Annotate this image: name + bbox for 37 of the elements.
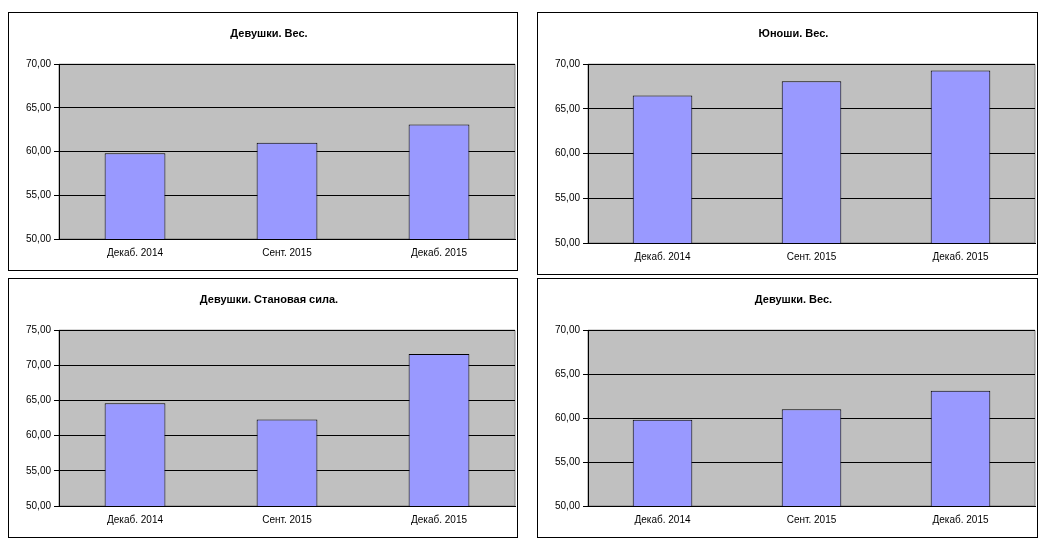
x-tick-label: Декаб. 2015 bbox=[932, 250, 989, 262]
chart-title: Девушки. Становая сила. bbox=[199, 292, 339, 305]
chart-title: Юноши. Вес. bbox=[758, 26, 829, 39]
x-tick-label: Декаб. 2014 bbox=[634, 513, 691, 525]
y-tick-label: 60,00 bbox=[554, 147, 581, 159]
y-tick-label: 55,00 bbox=[554, 455, 581, 467]
x-tick-label: Декаб. 2015 bbox=[932, 513, 989, 525]
x-tick-label: Декаб. 2014 bbox=[634, 250, 691, 262]
y-tick-label: 70,00 bbox=[25, 57, 52, 69]
y-tick-label: 55,00 bbox=[554, 192, 581, 204]
chart-title: Девушки. Вес. bbox=[754, 292, 833, 305]
y-tick-label: 65,00 bbox=[25, 101, 52, 113]
y-tick-label: 60,00 bbox=[25, 429, 52, 441]
x-tick-label: Сент. 2015 bbox=[262, 246, 313, 258]
x-tick-label: Сент. 2015 bbox=[262, 513, 313, 525]
y-tick-label: 70,00 bbox=[554, 323, 581, 335]
y-tick-label: 50,00 bbox=[25, 499, 52, 511]
y-tick-label: 70,00 bbox=[554, 57, 581, 69]
x-tick-label: Декаб. 2014 bbox=[107, 513, 164, 525]
y-tick-label: 55,00 bbox=[25, 189, 52, 201]
x-tick-label: Декаб. 2015 bbox=[410, 513, 468, 525]
y-tick-label: 50,00 bbox=[25, 232, 52, 244]
y-tick-label: 75,00 bbox=[25, 323, 52, 335]
chart-title: Девушки. Вес. bbox=[230, 26, 308, 39]
y-tick-label: 65,00 bbox=[25, 394, 52, 406]
x-tick-label: Декаб. 2014 bbox=[107, 246, 164, 258]
y-tick-label: 55,00 bbox=[25, 464, 52, 476]
y-tick-label: 65,00 bbox=[554, 367, 581, 379]
y-tick-label: 65,00 bbox=[554, 102, 581, 114]
x-tick-label: Сент. 2015 bbox=[786, 513, 837, 525]
y-tick-label: 50,00 bbox=[554, 499, 581, 511]
x-tick-label: Декаб. 2015 bbox=[410, 246, 468, 258]
y-tick-label: 50,00 bbox=[554, 236, 581, 248]
x-tick-label: Сент. 2015 bbox=[786, 250, 837, 262]
y-tick-label: 60,00 bbox=[25, 145, 52, 157]
y-tick-label: 60,00 bbox=[554, 411, 581, 423]
y-tick-label: 70,00 bbox=[25, 359, 52, 371]
